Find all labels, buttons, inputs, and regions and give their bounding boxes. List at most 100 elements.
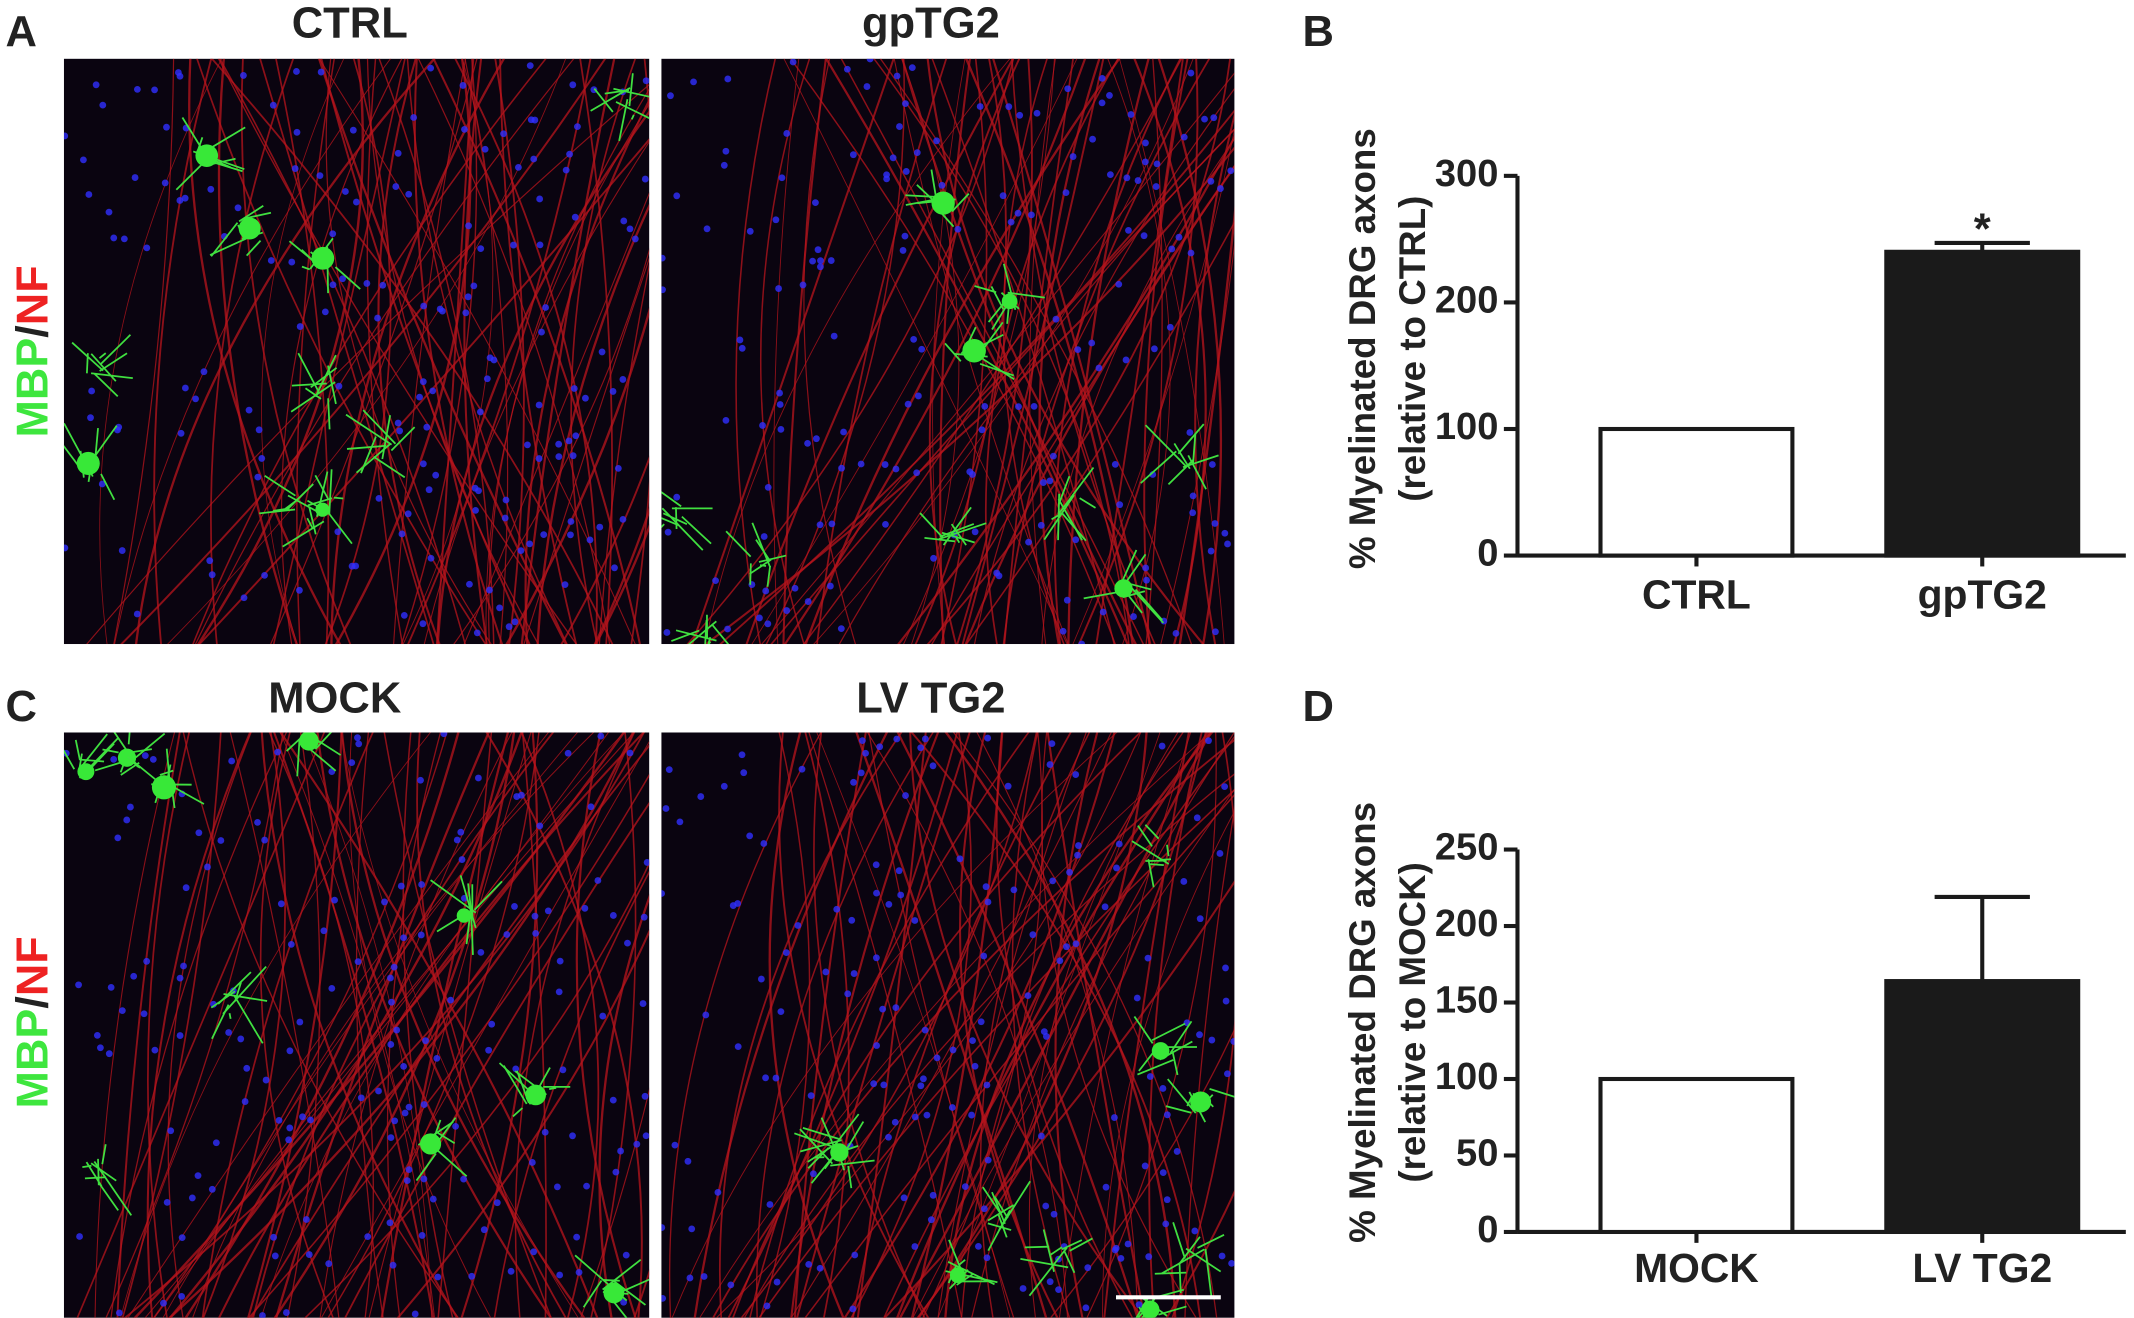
nucleus xyxy=(929,762,937,770)
axon xyxy=(334,58,472,645)
nucleus xyxy=(764,620,772,628)
nucleus xyxy=(316,172,324,180)
nucleus xyxy=(775,285,782,292)
myelin xyxy=(512,1107,524,1118)
nucleus xyxy=(329,281,337,289)
nucleus xyxy=(1221,529,1229,537)
nucleus xyxy=(410,114,418,121)
nucleus xyxy=(805,1260,813,1268)
nucleus xyxy=(1046,1278,1054,1286)
nucleus xyxy=(85,191,93,198)
nucleus xyxy=(661,1224,666,1231)
nucleus xyxy=(515,163,522,171)
nucleus xyxy=(714,1188,722,1196)
nucleus xyxy=(789,58,797,66)
myelin xyxy=(470,913,474,955)
nucleus xyxy=(192,395,199,403)
myelin xyxy=(847,1165,853,1189)
myelin xyxy=(459,875,477,929)
nucleus xyxy=(816,521,824,529)
nucleus xyxy=(776,389,783,397)
nucleus xyxy=(569,1132,576,1140)
nucleus xyxy=(827,257,835,264)
nucleus xyxy=(1224,1070,1231,1078)
nucleus xyxy=(641,175,649,183)
nucleus xyxy=(1016,111,1024,119)
myelin xyxy=(171,785,205,805)
nucleus xyxy=(883,175,891,183)
nucleus xyxy=(364,1233,372,1241)
nucleus xyxy=(143,957,151,965)
nucleus xyxy=(357,1094,365,1102)
panel-letter: A xyxy=(5,8,36,56)
nucleus xyxy=(870,1080,878,1088)
myelin xyxy=(381,415,392,460)
axon xyxy=(407,58,592,645)
nucleus xyxy=(305,1251,313,1258)
myelin xyxy=(222,965,267,1015)
myelin-blob xyxy=(76,451,100,475)
y-tick-label: 50 xyxy=(1456,1133,1498,1175)
axon xyxy=(1072,128,1235,645)
myelin xyxy=(63,749,76,770)
nucleus xyxy=(954,225,962,233)
myelin xyxy=(979,362,1015,377)
nucleus xyxy=(556,957,564,965)
nucleus xyxy=(1141,1162,1149,1170)
myelin xyxy=(362,409,397,445)
nucleus xyxy=(471,484,479,492)
nucleus xyxy=(391,1117,399,1125)
myelin xyxy=(1057,493,1061,541)
nucleus xyxy=(1074,346,1082,354)
myelin-blob xyxy=(77,763,95,781)
nucleus xyxy=(348,759,356,767)
axon xyxy=(413,58,504,645)
myelin xyxy=(807,1147,830,1169)
myelin xyxy=(1061,1239,1083,1251)
myelin xyxy=(307,497,333,507)
nucleus xyxy=(423,423,431,431)
myelin-blob xyxy=(1114,579,1133,598)
axon xyxy=(460,732,539,1318)
axon xyxy=(984,58,1120,645)
nucleus xyxy=(850,778,857,786)
nucleus xyxy=(570,385,578,392)
nucleus xyxy=(902,168,910,175)
nucleus xyxy=(849,151,857,159)
nucleus xyxy=(822,968,830,976)
axon xyxy=(168,732,635,1318)
nucleus xyxy=(1222,997,1230,1005)
axon xyxy=(279,732,435,1318)
axon xyxy=(344,801,650,1318)
nucleus xyxy=(1122,356,1130,364)
axon xyxy=(770,128,1235,645)
nucleus xyxy=(556,1271,564,1279)
nucleus xyxy=(980,952,988,960)
nucleus xyxy=(559,1066,567,1074)
y-axis-label: (relative to MOCK) xyxy=(1392,862,1433,1182)
nucleus xyxy=(587,803,595,811)
myelin xyxy=(99,334,132,366)
myelin xyxy=(233,994,264,1044)
nucleus xyxy=(673,192,681,200)
axon xyxy=(843,732,1116,1318)
nucleus xyxy=(1130,613,1137,620)
stain-mbp: MBP xyxy=(6,1009,57,1109)
nucleus xyxy=(75,981,82,989)
nucleus xyxy=(1025,538,1032,546)
y-tick-label: 250 xyxy=(1435,827,1499,869)
nucleus xyxy=(826,582,834,590)
y-tick-label: 100 xyxy=(1435,406,1499,448)
nucleus xyxy=(1127,111,1135,118)
nucleus xyxy=(971,528,979,536)
axon xyxy=(883,880,1235,1318)
nucleus xyxy=(817,263,824,271)
myelin xyxy=(245,240,262,257)
nucleus xyxy=(727,1281,735,1289)
myelin xyxy=(604,89,630,95)
axon xyxy=(494,58,525,645)
nucleus xyxy=(1007,218,1015,226)
nucleus xyxy=(838,464,845,472)
nucleus xyxy=(416,393,423,401)
myelin xyxy=(71,341,104,372)
